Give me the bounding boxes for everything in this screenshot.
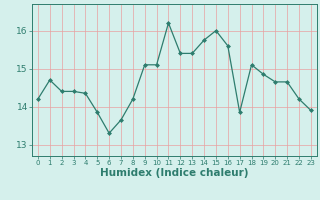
- X-axis label: Humidex (Indice chaleur): Humidex (Indice chaleur): [100, 168, 249, 178]
